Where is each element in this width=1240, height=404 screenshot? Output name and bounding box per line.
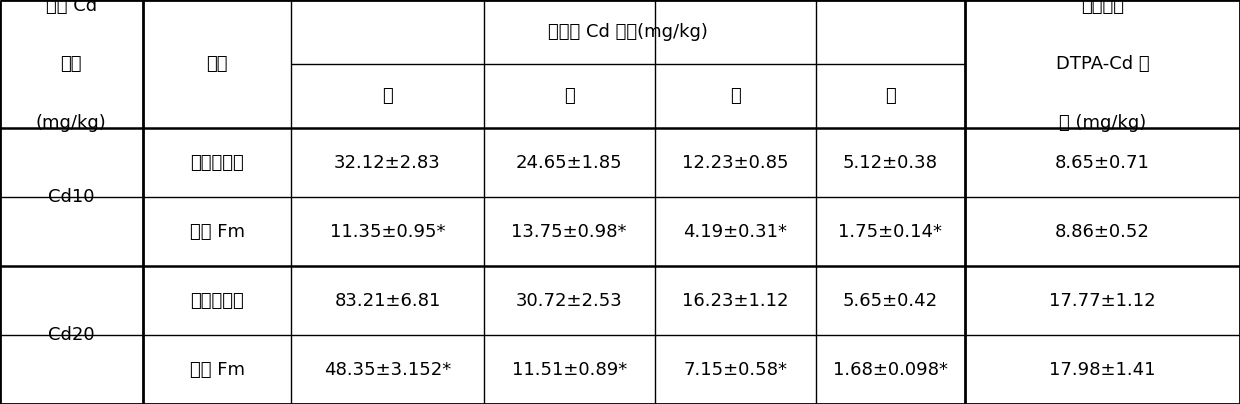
Text: 11.35±0.95*: 11.35±0.95* (330, 223, 445, 241)
Text: 8.86±0.52: 8.86±0.52 (1055, 223, 1149, 241)
Text: 1.75±0.14*: 1.75±0.14* (838, 223, 942, 241)
Text: 83.21±6.81: 83.21±6.81 (335, 292, 440, 310)
Text: 根: 根 (382, 87, 393, 105)
Text: Cd20: Cd20 (48, 326, 94, 344)
Text: 接种 Fm: 接种 Fm (190, 223, 244, 241)
Text: 16.23±1.12: 16.23±1.12 (682, 292, 789, 310)
Text: 17.98±1.41: 17.98±1.41 (1049, 360, 1156, 379)
Text: 17.77±1.12: 17.77±1.12 (1049, 292, 1156, 310)
Text: 花: 花 (885, 87, 895, 105)
Text: 未接种对照: 未接种对照 (190, 154, 244, 172)
Text: 7.15±0.58*: 7.15±0.58* (683, 360, 787, 379)
Text: 8.65±0.71: 8.65±0.71 (1055, 154, 1149, 172)
Text: 24.65±1.85: 24.65±1.85 (516, 154, 622, 172)
Text: 13.75±0.98*: 13.75±0.98* (511, 223, 627, 241)
Text: 茎: 茎 (564, 87, 574, 105)
Text: 叶: 叶 (730, 87, 740, 105)
Text: 处理: 处理 (206, 55, 228, 73)
Text: Cd10: Cd10 (48, 188, 94, 206)
Text: 30.72±2.53: 30.72±2.53 (516, 292, 622, 310)
Text: 根际土壤

DTPA-Cd 浓

度 (mg/kg): 根际土壤 DTPA-Cd 浓 度 (mg/kg) (1055, 0, 1149, 132)
Text: 48.35±3.152*: 48.35±3.152* (324, 360, 451, 379)
Text: 11.51±0.89*: 11.51±0.89* (512, 360, 626, 379)
Text: 4.19±0.31*: 4.19±0.31* (683, 223, 787, 241)
Text: 土壤 Cd

浓度

(mg/kg): 土壤 Cd 浓度 (mg/kg) (36, 0, 107, 132)
Text: 32.12±2.83: 32.12±2.83 (334, 154, 441, 172)
Text: 未接种对照: 未接种对照 (190, 292, 244, 310)
Text: 接种 Fm: 接种 Fm (190, 360, 244, 379)
Text: 金银花 Cd 浓度(mg/kg): 金银花 Cd 浓度(mg/kg) (548, 23, 708, 41)
Text: 1.68±0.098*: 1.68±0.098* (833, 360, 947, 379)
Text: 5.12±0.38: 5.12±0.38 (843, 154, 937, 172)
Text: 5.65±0.42: 5.65±0.42 (843, 292, 937, 310)
Text: 12.23±0.85: 12.23±0.85 (682, 154, 789, 172)
